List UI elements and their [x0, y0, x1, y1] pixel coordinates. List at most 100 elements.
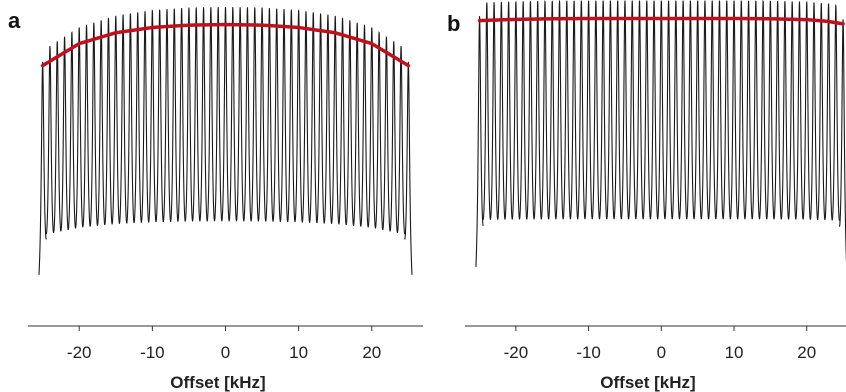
peak [489, 2, 499, 220]
peak [737, 0, 746, 220]
peak [817, 3, 826, 221]
peak [635, 0, 644, 220]
x-tick-label: 10 [725, 343, 744, 362]
peak [389, 41, 398, 233]
peak [722, 0, 731, 220]
peak [606, 0, 615, 220]
peak [824, 2, 833, 221]
peak [126, 13, 135, 224]
peak [766, 0, 775, 220]
panel-label-a: a [8, 8, 21, 33]
peak [511, 1, 521, 220]
peak [279, 9, 289, 222]
x-tick-label: 20 [362, 343, 381, 362]
plot-area-a [38, 6, 413, 275]
peak [404, 61, 413, 275]
peak [345, 20, 355, 226]
peak [700, 0, 710, 220]
peak [352, 22, 362, 227]
peak [642, 0, 651, 220]
x-tick-label: 10 [289, 343, 308, 362]
peak [751, 0, 761, 220]
peak [809, 2, 819, 220]
peak [795, 1, 804, 220]
peak [272, 8, 281, 222]
peak [104, 17, 113, 226]
peak [613, 0, 622, 220]
peak [584, 0, 593, 220]
chart-a: a -20 -10 0 10 20 Offset [kHz] [8, 6, 423, 392]
peak [67, 31, 77, 230]
peak [504, 1, 513, 220]
peak [569, 0, 579, 220]
peak [309, 12, 318, 224]
peak [96, 20, 106, 226]
peak [133, 12, 142, 224]
x-axis-title-a: Offset [kHz] [170, 373, 265, 392]
peak [577, 0, 586, 220]
peak [111, 15, 120, 225]
peak [331, 15, 340, 225]
x-tick-label: -10 [576, 343, 601, 362]
peak [773, 0, 782, 220]
x-tick-label: -10 [140, 343, 165, 362]
panel-a: a -20 -10 0 10 20 Offset [kHz] [8, 6, 423, 392]
peak [301, 11, 311, 223]
peak [206, 7, 216, 222]
peak [657, 0, 666, 220]
peak [228, 7, 238, 222]
peak [235, 7, 245, 222]
peak [170, 8, 179, 222]
peak [89, 22, 99, 227]
peak [338, 17, 347, 226]
peak [118, 14, 128, 224]
peak [323, 14, 333, 224]
peak [649, 0, 659, 220]
peak [82, 24, 91, 228]
peak [184, 7, 194, 222]
peak [45, 45, 55, 235]
peak [374, 31, 384, 230]
peak [802, 0, 811, 220]
peak [540, 0, 550, 220]
peak [744, 0, 753, 220]
peak [475, 16, 484, 267]
x-tick-label: -20 [504, 343, 529, 362]
peak [60, 36, 69, 232]
x-tick-label: -20 [67, 343, 92, 362]
peak [693, 0, 702, 220]
envelope-curve [477, 16, 845, 26]
peak [780, 1, 790, 220]
panel-b: b -20 -10 0 10 20 Offset [kHz] [423, 0, 846, 392]
peak [562, 0, 571, 220]
peak [664, 0, 673, 220]
peak [257, 7, 267, 222]
peak [628, 0, 637, 220]
peak [316, 13, 325, 224]
peak [591, 0, 601, 220]
peak [360, 24, 369, 228]
peak [367, 27, 376, 229]
peak [729, 0, 739, 220]
x-tick-label: 20 [797, 343, 816, 362]
x-tick-label: 0 [221, 343, 230, 362]
x-ticks-b: -20 -10 0 10 20 [504, 326, 816, 362]
peak [140, 11, 150, 223]
peak [221, 6, 230, 222]
peak [518, 1, 528, 220]
peak [250, 7, 259, 222]
peak [482, 2, 491, 220]
peak [838, 19, 846, 263]
panel-label-b: b [447, 11, 460, 36]
peak [678, 0, 688, 220]
peak [148, 9, 157, 223]
peak [715, 0, 724, 220]
peak [382, 36, 391, 232]
peak [199, 7, 208, 222]
peak [620, 0, 630, 220]
peak [548, 0, 557, 220]
peak [155, 9, 164, 223]
peak [526, 1, 535, 220]
peak [533, 1, 542, 220]
peak [396, 45, 406, 235]
